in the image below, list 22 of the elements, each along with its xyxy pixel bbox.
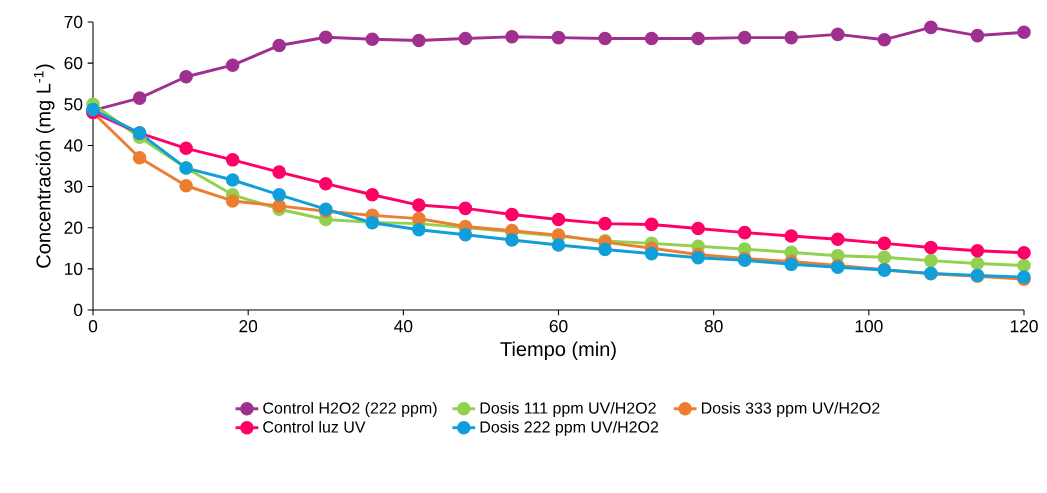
x-tick-label: 40 — [394, 320, 413, 333]
legend-label: Control H2O2 (222 ppm) — [263, 402, 437, 417]
x-tick-label: 0 — [88, 320, 98, 333]
y-axis-title: Concentración (mg L$^{-1}$) — [33, 64, 55, 268]
y-tick-label: 70 — [64, 15, 83, 29]
x-tick-label: 20 — [239, 320, 258, 333]
legend-label: Dosis 333 ppm UV/H2O2 — [701, 402, 880, 417]
x-tick-label: 60 — [549, 320, 568, 333]
x-axis-title: Tiempo (min) — [500, 341, 616, 361]
y-tick-label: 0 — [74, 303, 83, 317]
legend-label: Dosis 111 ppm UV/H2O2 — [480, 402, 656, 417]
y-tick-label: 40 — [64, 139, 83, 152]
x-tick-label: 80 — [704, 320, 723, 333]
legend-label: Control luz UV — [263, 420, 366, 433]
y-tick-label: 50 — [64, 98, 83, 111]
legend-label: Dosis 222 ppm UV/H2O2 — [480, 420, 659, 436]
y-tick-label: 20 — [64, 221, 83, 234]
x-tick-label: 100 — [855, 320, 883, 333]
x-tick-label: 120 — [1010, 320, 1038, 333]
y-tick-label: 60 — [64, 57, 83, 70]
y-tick-label: 10 — [65, 262, 83, 275]
y-tick-label: 30 — [64, 180, 83, 193]
